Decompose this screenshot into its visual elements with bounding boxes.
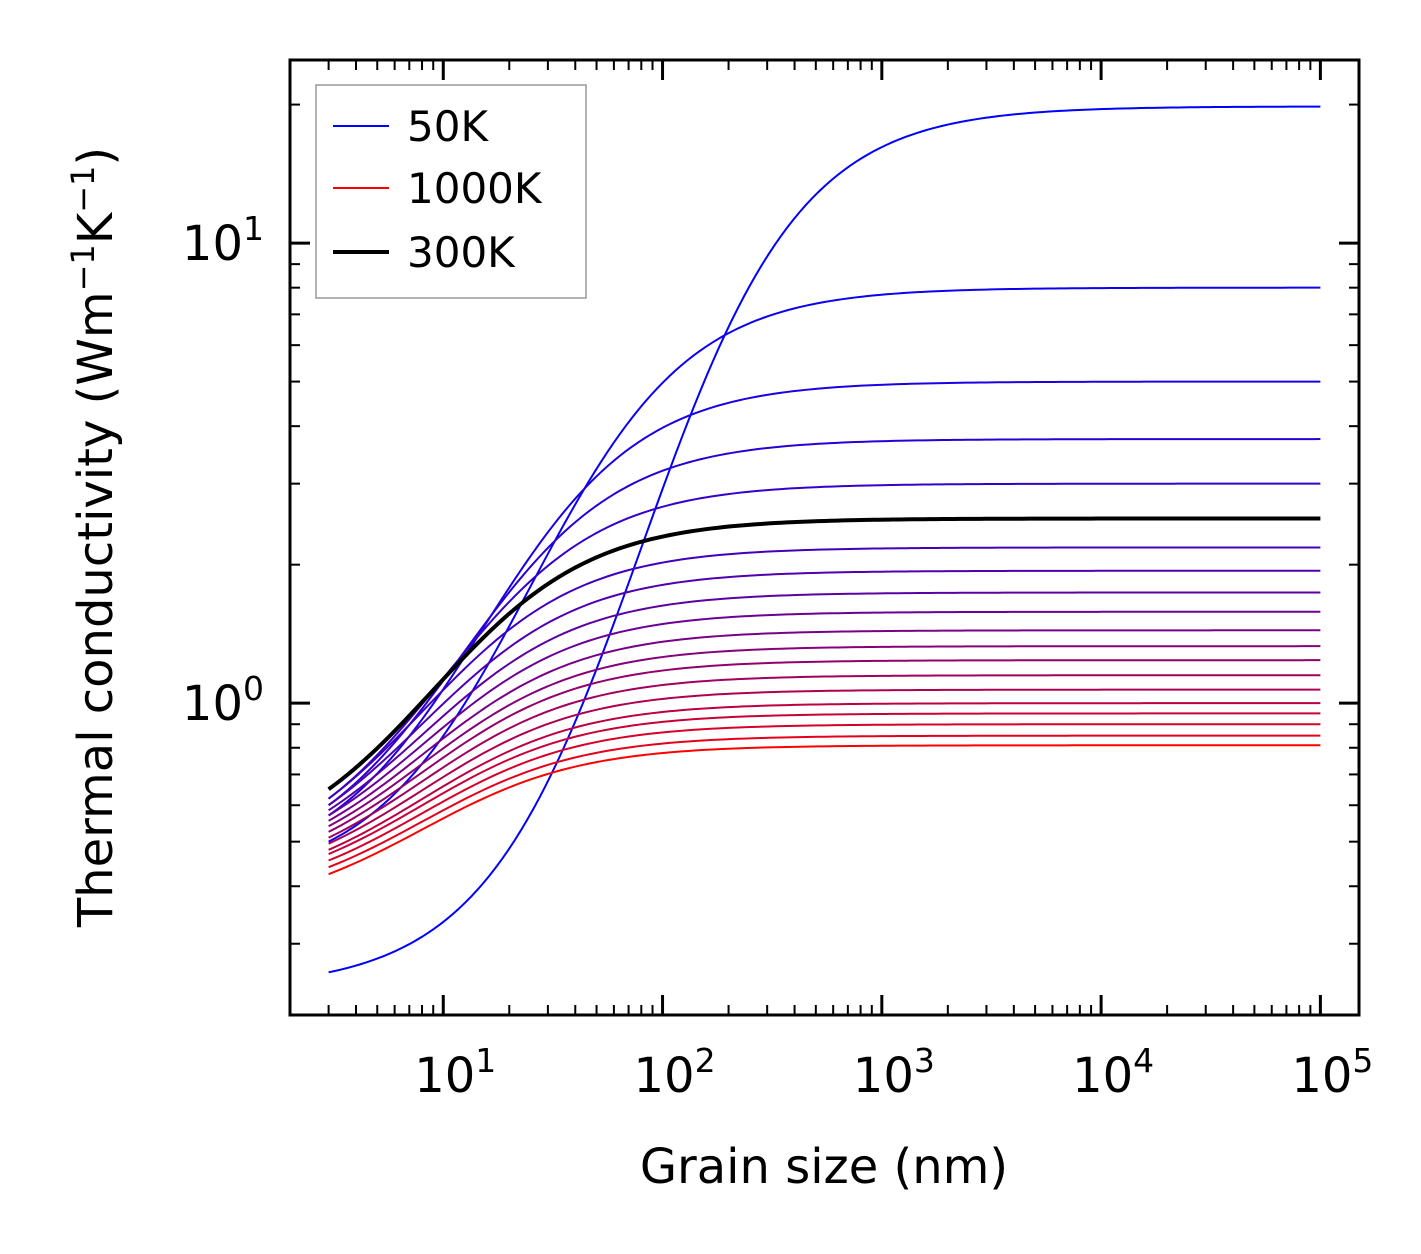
series-line-600k <box>328 645 1321 828</box>
series-line-1000k <box>328 744 1321 876</box>
x-tick-label: 102 <box>634 1041 716 1104</box>
y-tick-labels: 100 101 <box>182 209 264 732</box>
series-line-300k <box>327 516 1321 791</box>
legend: 50K 1000K 300K <box>315 84 587 299</box>
series-line-200k <box>328 438 1321 807</box>
x-axis-label: Grain size (nm) <box>640 1139 1008 1195</box>
legend-label-50k: 50K <box>407 102 489 151</box>
legend-label-300k: 300K <box>407 228 516 277</box>
series-line-800k <box>328 702 1321 851</box>
legend-label-1000k: 1000K <box>407 164 543 213</box>
series-line-850k <box>328 712 1321 855</box>
series-line-650k <box>328 659 1321 833</box>
y-axis-label: Thermal conductivity (Wm−1K−1) <box>64 147 124 928</box>
tick-layer <box>289 60 1359 1015</box>
series-line-550k <box>328 629 1321 822</box>
x-tick-label: 104 <box>1072 1041 1154 1104</box>
series-line-250k <box>327 482 1321 800</box>
series-line-900k <box>328 723 1321 862</box>
series-line-500k <box>328 610 1321 817</box>
series-line-400k <box>328 569 1321 807</box>
series-line-950k <box>328 734 1321 869</box>
series-line-700k <box>328 674 1321 839</box>
x-tick-labels: 101 102 103 104 105 <box>414 1041 1373 1104</box>
series-line-100k <box>328 286 1321 843</box>
legend-box <box>315 84 587 299</box>
series-line-350k <box>328 546 1321 800</box>
x-tick-label: 101 <box>414 1041 496 1104</box>
series-line-750k <box>328 688 1321 845</box>
series-layer <box>327 105 1321 974</box>
y-tick-label: 100 <box>182 669 264 732</box>
series-line-50k <box>328 105 1321 974</box>
x-tick-label: 105 <box>1291 1041 1373 1104</box>
series-line-450k <box>328 591 1321 812</box>
x-tick-label: 103 <box>853 1041 935 1104</box>
y-tick-label: 101 <box>182 209 264 272</box>
plot-frame <box>288 58 1361 1017</box>
